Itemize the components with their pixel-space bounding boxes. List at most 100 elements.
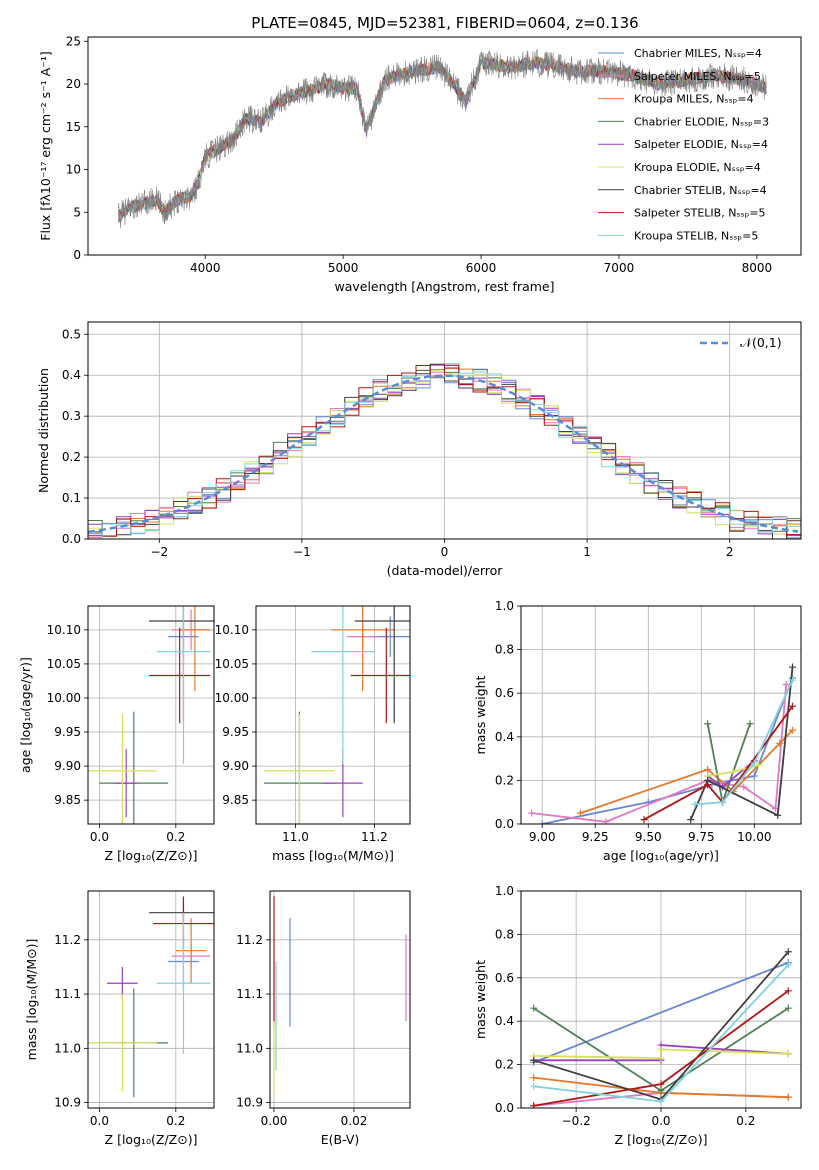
x-tick-label: 2 — [726, 545, 734, 559]
mass-weight-marker — [784, 1004, 792, 1012]
x-axis-label: age [log₁₀(age/yr)] — [603, 848, 719, 863]
chart-spectrum: 4000 5000 6000 7000 8000 0 5 10 15 20 25 wavelength… — [38, 34, 802, 294]
y-tick-label: 10.00 — [215, 691, 249, 705]
mass-weight-marker — [784, 1093, 792, 1101]
x-tick-label: 10.00 — [737, 830, 771, 844]
mass-weight-marker — [746, 720, 754, 728]
chart-age-vs-z: 0.0 0.2 9.85 9.90 9.95 10.00 10.05 10.10 Z [log₁… — [18, 605, 215, 863]
mass-weight-marker — [789, 663, 797, 671]
histogram-step — [88, 371, 801, 539]
y-tick-label: 0.4 — [495, 1014, 514, 1028]
y-tick-label: 11.1 — [54, 987, 81, 1001]
plot-area — [263, 606, 410, 824]
x-tick-label: −0.2 — [562, 1114, 591, 1128]
y-tick-label: 9.85 — [54, 793, 81, 807]
x-tick-label: 7000 — [604, 261, 635, 275]
x-tick-label: 11.0 — [282, 830, 309, 844]
chart-mass-weight-vs-age: 9.00 9.25 9.50 9.75 10.00 0.0 0.2 0.4 0.6 0.8 1.0 a… — [473, 599, 802, 863]
mass-weight-marker — [784, 987, 792, 995]
x-tick-label: 4000 — [190, 261, 221, 275]
y-axis-label: Flux [fλ10⁻¹⁷ erg cm⁻² s⁻¹ A⁻¹] — [38, 51, 53, 240]
x-tick-label: 9.25 — [582, 830, 609, 844]
mass-weight-marker — [750, 759, 758, 767]
y-tick-label: 0.4 — [495, 730, 514, 744]
mass-weight-marker — [530, 1074, 538, 1082]
mass-weight-marker — [528, 809, 536, 817]
y-axis-label: mass weight — [473, 960, 488, 1039]
mass-weight-marker — [755, 761, 763, 769]
x-tick-label: 0.2 — [166, 1114, 185, 1128]
x-tick-label: −2 — [150, 545, 168, 559]
x-tick-label: 5000 — [328, 261, 359, 275]
y-tick-label: 11.2 — [54, 933, 81, 947]
y-axis-label: Normed distribution — [36, 368, 51, 493]
mass-weight-marker — [789, 676, 797, 684]
y-axis-label: mass [log₁₀(M/M⊙)] — [24, 939, 39, 1061]
mass-weight-marker — [657, 1054, 665, 1062]
y-tick-label: 10.10 — [47, 623, 81, 637]
y-tick-label: 11.2 — [236, 933, 263, 947]
x-axis-label: Z [log₁₀(Z/Z⊙)] — [105, 1132, 198, 1147]
x-tick-label: 0.0 — [651, 1114, 670, 1128]
mass-weight-line — [580, 729, 794, 814]
plot-area — [530, 948, 792, 1108]
mass-weight-marker — [530, 1004, 538, 1012]
axes-frame — [87, 890, 215, 1109]
mass-weight-marker — [657, 1087, 665, 1095]
mass-weight-marker — [704, 781, 712, 789]
y-tick-label: 5 — [73, 205, 81, 219]
mass-weight-line — [689, 666, 794, 820]
mass-weight-marker — [530, 1082, 538, 1090]
chart-age-vs-mass: 11.0 11.2 9.85 9.90 9.95 10.00 10.05 10.10 mass … — [215, 605, 411, 863]
y-tick-label: 0.0 — [495, 817, 514, 831]
x-tick-label: −1 — [293, 545, 311, 559]
legend-label: 𝒩(0,1) — [740, 335, 782, 350]
mass-weight-marker — [789, 726, 797, 734]
mass-weight-marker — [657, 1045, 665, 1053]
legend-label: Chabrier MILES, Nₛₛₚ=4 — [634, 47, 762, 60]
gaussian-curve — [88, 374, 799, 534]
y-tick-label: 10.00 — [47, 691, 81, 705]
y-tick-label: 11.0 — [54, 1041, 81, 1055]
mass-weight-marker — [687, 816, 695, 824]
axes-frame — [87, 605, 215, 825]
axes-frame — [520, 605, 802, 825]
y-tick-label: 15 — [66, 120, 81, 134]
legend-label: Salpeter ELODIE, Nₛₛₚ=4 — [634, 138, 768, 151]
plot-area — [88, 606, 214, 824]
chart-mass-weight-vs-z: −0.2 0.0 0.2 0.0 0.2 0.4 0.6 0.8 1.0 Z [log₁₀(Z/Z… — [473, 884, 802, 1147]
y-tick-label: 10.9 — [236, 1096, 263, 1110]
legend-label: Chabrier STELIB, Nₛₛₚ=4 — [634, 184, 767, 197]
mass-weight-marker — [776, 739, 784, 747]
mass-weight-marker — [789, 702, 797, 710]
mass-weight-marker — [704, 766, 712, 773]
plot-area — [273, 896, 407, 1098]
mass-weight-marker — [729, 768, 737, 776]
y-tick-label: 0.6 — [495, 686, 514, 700]
mass-weight-marker — [784, 1050, 792, 1058]
y-tick-label: 0.2 — [495, 773, 514, 787]
x-axis-label: (data-model)/error — [387, 563, 504, 578]
chart-ebv: 0.00 0.02 10.9 11.0 11.1 11.2 E(B-V) — [236, 890, 411, 1147]
axes-frame — [520, 890, 802, 1109]
x-tick-label: 0.0 — [90, 830, 109, 844]
y-tick-label: 0.0 — [62, 532, 81, 546]
mass-weight-marker — [657, 1097, 665, 1105]
y-tick-label: 11.1 — [236, 987, 263, 1001]
y-tick-label: 0 — [73, 248, 81, 262]
plot-area — [88, 896, 214, 1098]
y-tick-label: 10.10 — [215, 623, 249, 637]
mass-weight-marker — [784, 948, 792, 956]
x-tick-label: 9.50 — [635, 830, 662, 844]
y-tick-label: 10 — [66, 163, 81, 177]
y-tick-label: 9.95 — [222, 725, 249, 739]
y-tick-label: 0.2 — [62, 450, 81, 464]
legend-label: Salpeter MILES, Nₛₛₚ=5 — [634, 70, 761, 83]
figure-title: PLATE=0845, MJD=52381, FIBERID=0604, z=0… — [251, 14, 638, 32]
x-axis-label: Z [log₁₀(Z/Z⊙)] — [105, 848, 198, 863]
x-tick-label: 6000 — [466, 261, 497, 275]
y-tick-label: 20 — [66, 77, 81, 91]
mass-weight-line — [533, 961, 789, 1064]
y-tick-label: 0.0 — [495, 1101, 514, 1115]
